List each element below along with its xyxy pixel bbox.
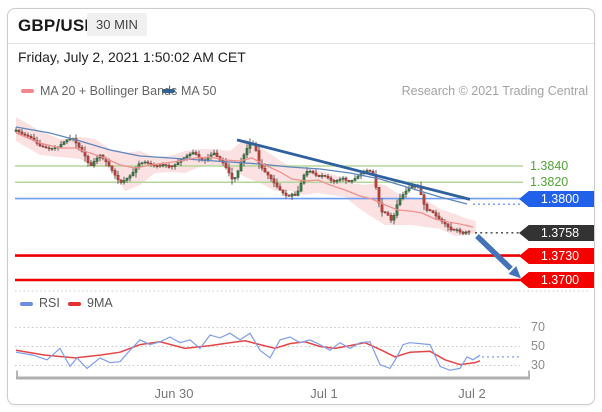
x-axis-label-jun30: Jun 30: [154, 386, 194, 401]
rsi-legend-swatch: [20, 302, 33, 306]
price-label-1.3800: 1.3800: [519, 191, 594, 207]
rsi-grid-label-30: 30: [531, 358, 545, 372]
ma50-legend-swatch: [162, 89, 175, 93]
ma20-legend-label: MA 20 + Bollinger Bands: [40, 84, 178, 98]
price-label-1.3820: 1.3820: [530, 175, 569, 189]
pair-title: GBP/USD: [18, 16, 97, 35]
price-label-1.3840: 1.3840: [530, 159, 569, 173]
price-label-1.3700: 1.3700: [519, 272, 594, 288]
chart-datetime: Friday, July 2, 2021 1:50:02 AM CET: [18, 49, 246, 65]
price-label-1.3758: 1.3758: [519, 225, 594, 241]
x-axis-label-jul2: Jul 2: [458, 386, 486, 401]
ma20-legend-swatch: [21, 89, 34, 93]
rsi-grid-label-70: 70: [531, 320, 545, 334]
rsi-grid-label-50: 50: [531, 339, 545, 353]
header-divider: [8, 43, 594, 44]
ma50-legend-label: MA 50: [181, 84, 217, 98]
rsi-ma-legend-swatch: [68, 302, 81, 306]
chart-card: [7, 8, 595, 405]
timeframe-badge: 30 MIN: [87, 13, 147, 36]
price-label-1.3730: 1.3730: [519, 248, 594, 264]
rsi-legend-label: RSI: [39, 296, 60, 310]
rsi-ma-legend-label: 9MA: [87, 296, 113, 310]
research-credit: Research © 2021 Trading Central: [401, 84, 588, 98]
x-axis-label-jul1: Jul 1: [310, 386, 338, 401]
